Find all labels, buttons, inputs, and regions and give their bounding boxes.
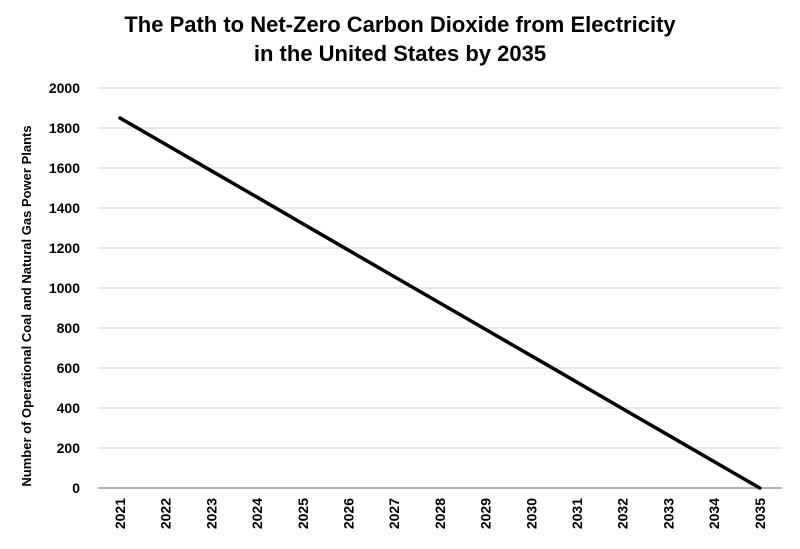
y-tick-label-1200: 1200	[49, 240, 80, 256]
x-tick-label-2021: 2021	[112, 498, 128, 529]
x-tick-label-2024: 2024	[249, 498, 265, 529]
y-tick-label-1800: 1800	[49, 120, 80, 136]
x-tick-label-2030: 2030	[523, 498, 539, 529]
y-tick-label-200: 200	[57, 440, 81, 456]
series-line-0	[118, 116, 762, 490]
x-tick-label-2033: 2033	[660, 498, 676, 529]
y-tick-label-600: 600	[57, 360, 81, 376]
x-tick-label-2022: 2022	[158, 498, 174, 529]
x-tick-label-2035: 2035	[752, 498, 768, 529]
y-tick-label-2000: 2000	[49, 80, 80, 96]
chart-title-line-2: in the United States by 2035	[253, 41, 547, 66]
x-tick-label-2029: 2029	[478, 498, 494, 529]
y-tick-label-800: 800	[57, 320, 81, 336]
x-tick-label-2023: 2023	[203, 498, 219, 529]
y-tick-label-1400: 1400	[49, 200, 80, 216]
y-tick-label-0: 0	[72, 480, 80, 496]
chart-title-line-1: The Path to Net-Zero Carbon Dioxide from…	[124, 12, 676, 37]
x-tick-label-2034: 2034	[706, 498, 722, 529]
y-tick-label-1600: 1600	[49, 160, 80, 176]
y-tick-label-1000: 1000	[49, 280, 80, 296]
x-tick-label-2025: 2025	[295, 498, 311, 529]
x-tick-label-2026: 2026	[341, 498, 357, 529]
x-tick-label-2028: 2028	[432, 498, 448, 529]
x-tick-label-2027: 2027	[386, 498, 402, 529]
x-tick-label-2031: 2031	[569, 498, 585, 529]
y-tick-label-400: 400	[57, 400, 81, 416]
x-tick-label-2032: 2032	[615, 498, 631, 529]
chart-title: The Path to Net-Zero Carbon Dioxide from…	[0, 10, 800, 68]
